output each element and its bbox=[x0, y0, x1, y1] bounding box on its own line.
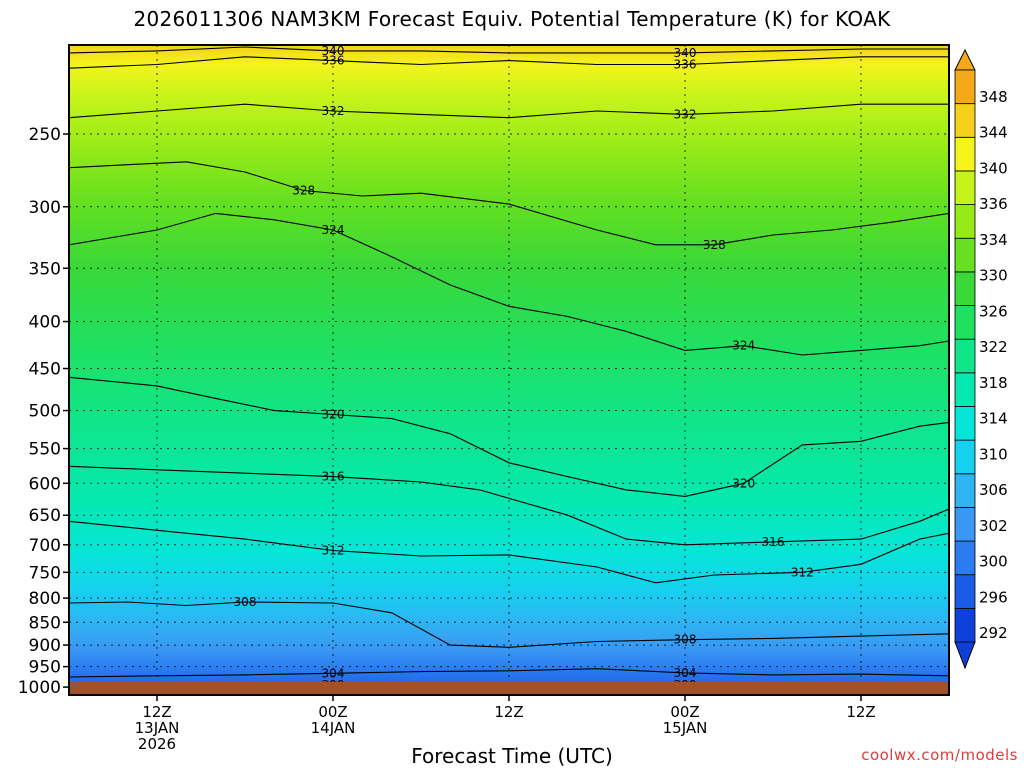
contour-label-328: 328 bbox=[703, 238, 726, 252]
y-tick-label: 600 bbox=[29, 474, 61, 494]
y-tick-label: 300 bbox=[29, 198, 61, 218]
contour-328 bbox=[69, 161, 949, 246]
colorbar-label: 344 bbox=[979, 124, 1008, 142]
contour-label-324: 324 bbox=[732, 339, 755, 353]
colorbar-min-arrow bbox=[954, 641, 976, 670]
contour-332 bbox=[69, 103, 949, 119]
colorbar-swatch bbox=[954, 136, 976, 172]
contour-label-312: 312 bbox=[791, 565, 814, 579]
colorbar-swatch bbox=[954, 372, 976, 407]
colorbar-label: 310 bbox=[979, 445, 1008, 463]
colorbar-label: 330 bbox=[979, 267, 1008, 285]
colorbar-label: 348 bbox=[979, 88, 1008, 106]
colorbar-swatch bbox=[954, 607, 976, 643]
y-tick-label: 450 bbox=[29, 360, 61, 380]
y-tick-label: 350 bbox=[29, 259, 61, 279]
contour-320 bbox=[69, 376, 949, 497]
colorbar-label: 306 bbox=[979, 481, 1008, 499]
y-tick-label: 850 bbox=[29, 613, 61, 633]
colorbar-swatch bbox=[954, 204, 976, 239]
contour-label-316: 316 bbox=[762, 535, 785, 549]
ground-terrain bbox=[69, 682, 949, 695]
y-tick-label: 550 bbox=[29, 440, 61, 460]
colorbar-swatch bbox=[954, 170, 976, 205]
colorbar-swatch bbox=[954, 271, 976, 306]
contour-308 bbox=[69, 601, 949, 648]
plot-area: 3003003043043083083123123163163203203243… bbox=[68, 44, 950, 696]
contour-label-328: 328 bbox=[292, 184, 315, 198]
colorbar-swatch bbox=[954, 507, 976, 542]
contour-label-304: 304 bbox=[674, 666, 697, 680]
theta-e-field bbox=[69, 45, 949, 695]
contour-label-324: 324 bbox=[322, 223, 345, 237]
chart-title: 2026011306 NAM3KM Forecast Equiv. Potent… bbox=[133, 7, 891, 31]
colorbar-swatch bbox=[954, 237, 976, 273]
colorbar-label: 296 bbox=[979, 588, 1008, 606]
colorbar-max-arrow bbox=[954, 48, 976, 71]
y-tick-label: 650 bbox=[29, 506, 61, 526]
colorbar-label: 322 bbox=[979, 338, 1008, 356]
pressure-axis: 250 300 350 400 450 500 550 600 650 700 750 800 850 9… bbox=[18, 125, 69, 698]
contour-label-304: 304 bbox=[322, 666, 345, 680]
x-tick-label: 00Z bbox=[318, 703, 347, 721]
contour-label-320: 320 bbox=[732, 476, 755, 490]
contour-label-332: 332 bbox=[322, 104, 345, 118]
y-tick-label: 1000 bbox=[18, 678, 61, 698]
contour-label-308: 308 bbox=[234, 595, 257, 609]
colorbar-swatch bbox=[954, 540, 976, 576]
y-tick-label: 950 bbox=[29, 658, 61, 678]
colorbar: 292 296 300 302 306 310 314 318 322 326 330 334 336 3… bbox=[954, 48, 1008, 670]
x-tick-label: 13JAN bbox=[135, 719, 180, 737]
colorbar-label: 334 bbox=[979, 231, 1008, 249]
x-tick-label: 00Z bbox=[670, 703, 699, 721]
x-tick-label: 12Z bbox=[494, 703, 523, 721]
colorbar-label: 340 bbox=[979, 159, 1008, 177]
x-tick-label: 12Z bbox=[846, 703, 875, 721]
colorbar-swatch bbox=[954, 305, 976, 340]
contour-label-308: 308 bbox=[674, 633, 697, 647]
colorbar-label: 314 bbox=[979, 410, 1008, 428]
y-tick-label: 750 bbox=[29, 563, 61, 583]
x-tick-label: 14JAN bbox=[311, 719, 356, 737]
colorbar-swatch bbox=[954, 473, 976, 508]
contour-label-316: 316 bbox=[322, 470, 345, 484]
y-tick-label: 800 bbox=[29, 589, 61, 609]
colorbar-label: 302 bbox=[979, 517, 1008, 535]
y-tick-label: 900 bbox=[29, 636, 61, 656]
x-axis-title: Forecast Time (UTC) bbox=[411, 744, 613, 768]
credit-link[interactable]: coolwx.com/models bbox=[861, 746, 1018, 764]
x-tick-label: 2026 bbox=[138, 735, 176, 753]
contour-304 bbox=[69, 668, 949, 678]
colorbar-label: 292 bbox=[979, 624, 1008, 642]
contour-label-320: 320 bbox=[322, 408, 345, 422]
colorbar-label: 326 bbox=[979, 302, 1008, 320]
colorbar-swatch bbox=[954, 574, 976, 609]
y-tick-label: 700 bbox=[29, 536, 61, 556]
y-tick-label: 500 bbox=[29, 402, 61, 422]
colorbar-swatch bbox=[954, 439, 976, 475]
y-tick-label: 400 bbox=[29, 313, 61, 333]
y-tick-label: 250 bbox=[29, 125, 61, 145]
contour-label-340: 340 bbox=[322, 44, 345, 58]
x-tick-label: 12Z bbox=[142, 703, 171, 721]
colorbar-label: 300 bbox=[979, 553, 1008, 571]
colorbar-swatch bbox=[954, 103, 976, 138]
colorbar-swatch bbox=[954, 69, 976, 105]
x-tick-label: 15JAN bbox=[663, 719, 708, 737]
contour-324 bbox=[69, 212, 949, 356]
colorbar-label: 318 bbox=[979, 374, 1008, 392]
contour-label-336: 336 bbox=[674, 58, 697, 72]
colorbar-label: 336 bbox=[979, 195, 1008, 213]
colorbar-swatch bbox=[954, 338, 976, 374]
colorbar-swatch bbox=[954, 406, 976, 441]
contour-label-332: 332 bbox=[674, 107, 697, 121]
